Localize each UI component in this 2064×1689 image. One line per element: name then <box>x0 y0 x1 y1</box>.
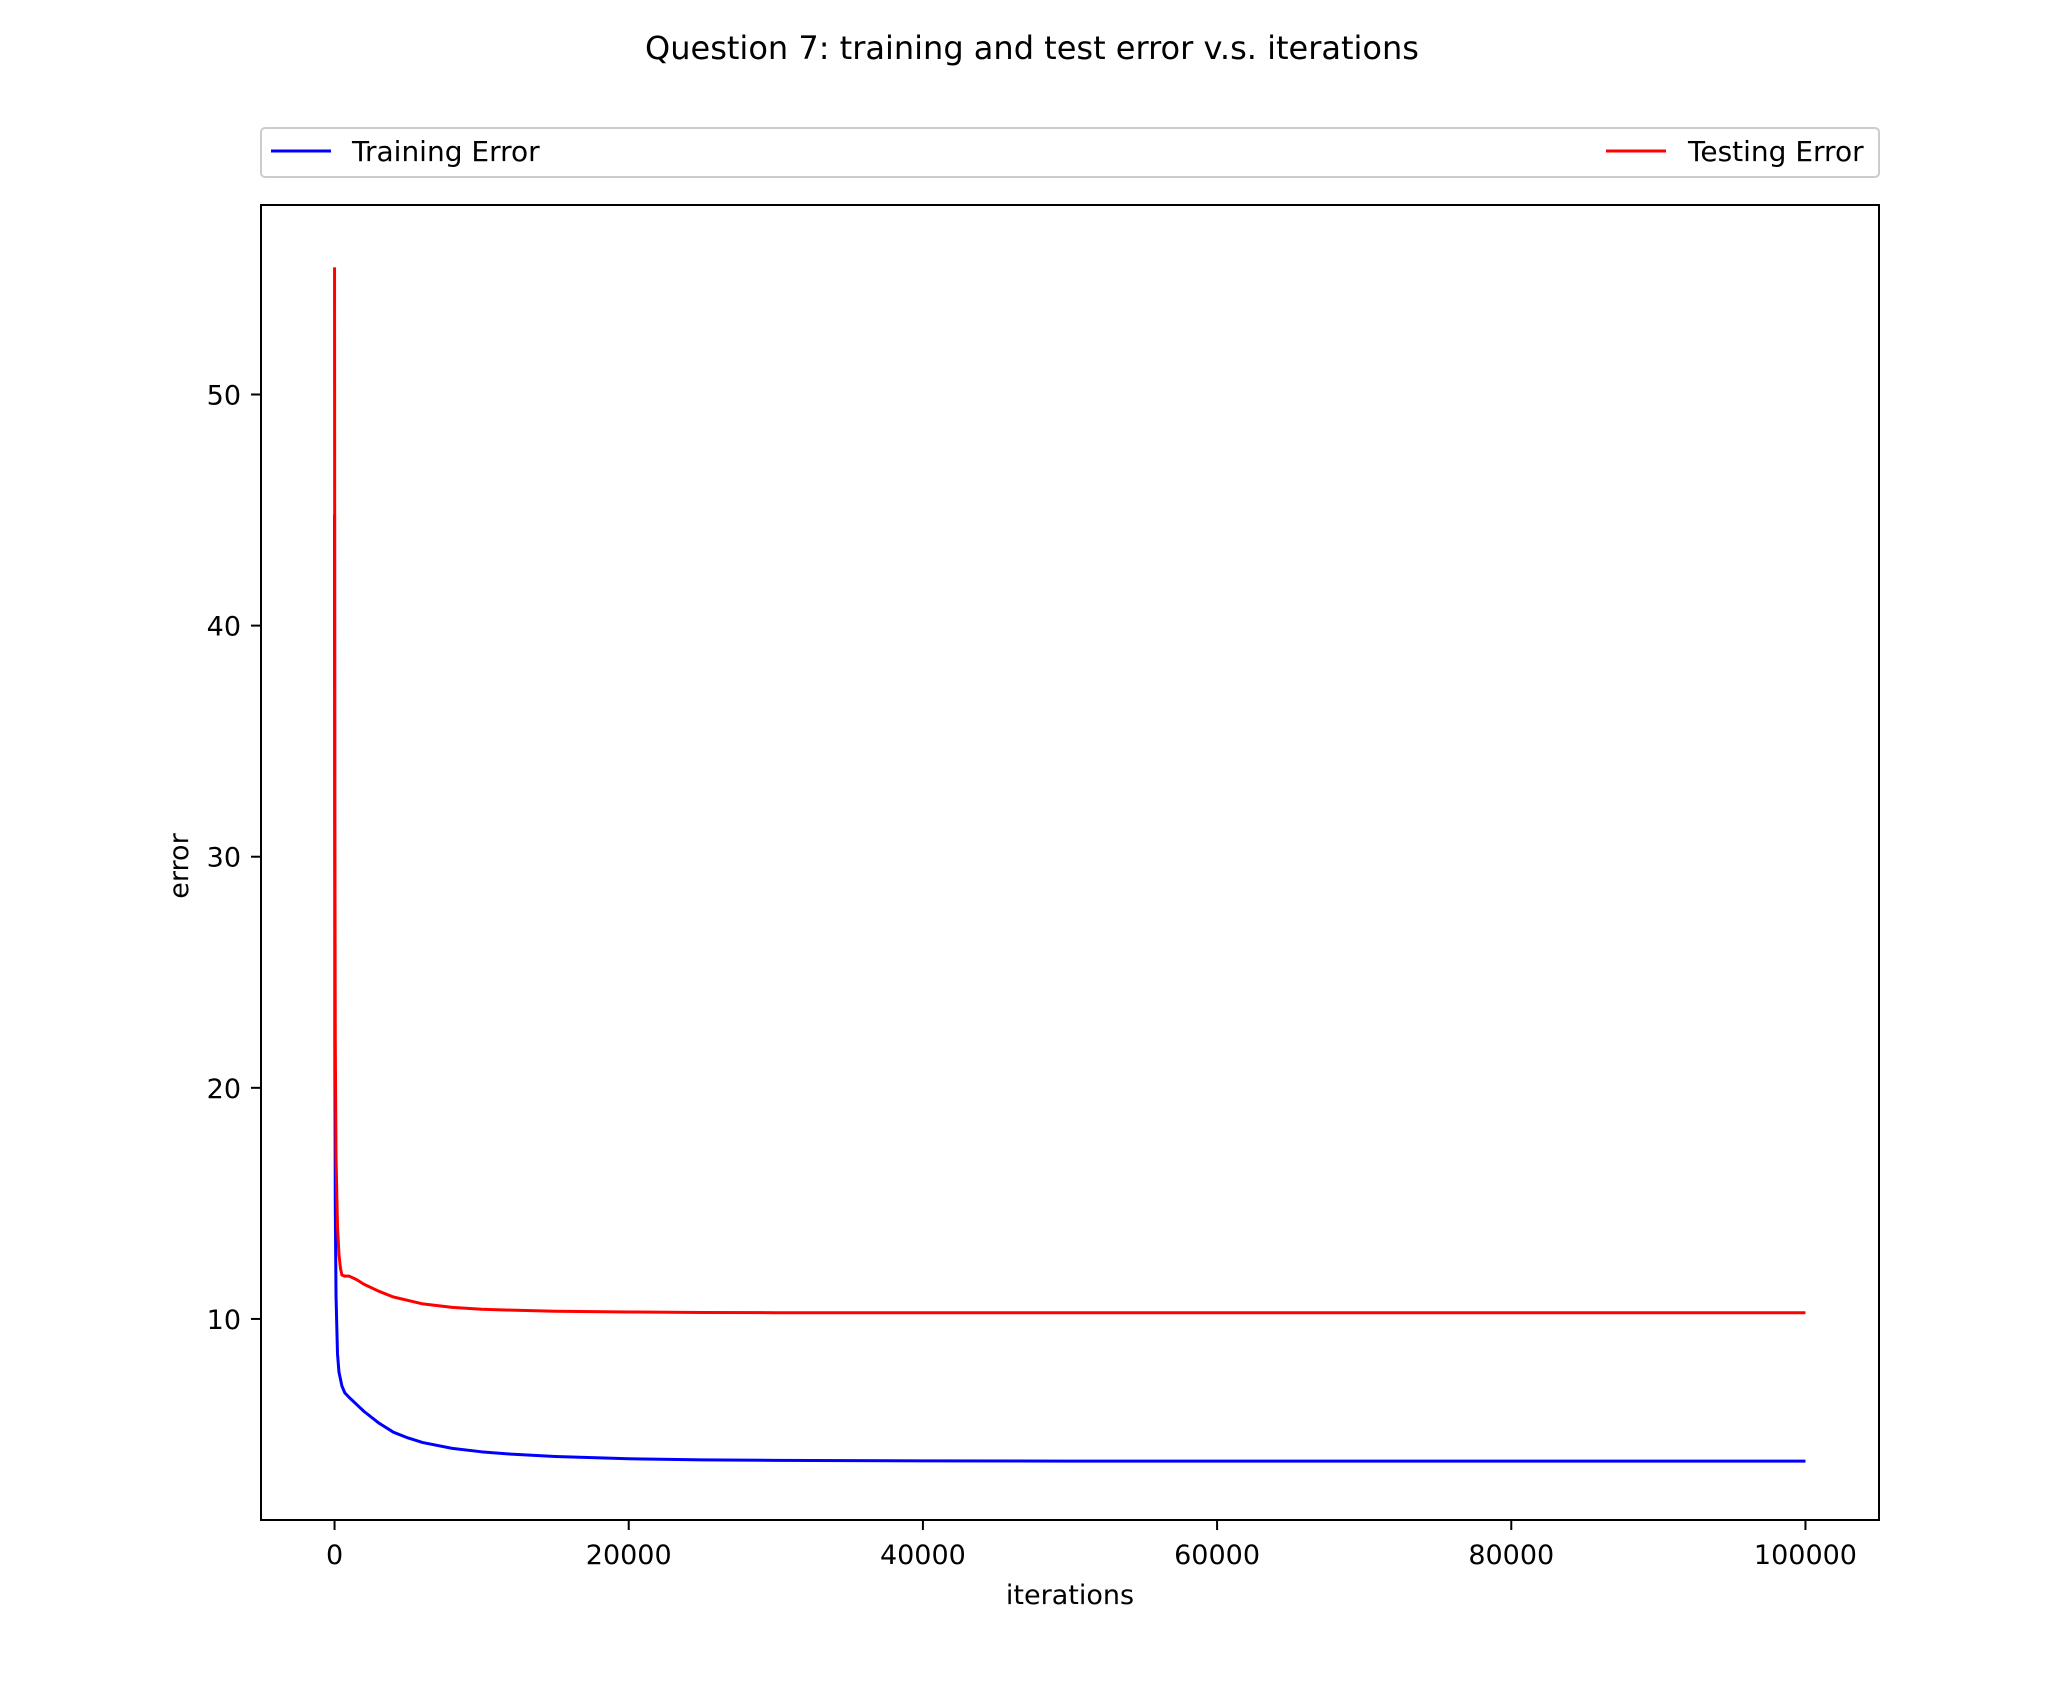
legend: Training Error Testing Error <box>260 127 1880 178</box>
plot-frame <box>260 204 1880 1521</box>
y-tick-label: 50 <box>207 381 241 412</box>
x-tick-label: 80000 <box>1468 1540 1554 1571</box>
y-tick-label: 40 <box>207 612 241 643</box>
legend-label-training-error: Training Error <box>351 135 540 168</box>
series-layer <box>333 267 1806 1463</box>
x-tick-label: 100000 <box>1754 1540 1857 1571</box>
x-tick-label: 40000 <box>880 1540 966 1571</box>
x-tick-label: 60000 <box>1174 1540 1260 1571</box>
x-tick-label: 0 <box>326 1540 343 1571</box>
y-tick-label: 20 <box>207 1074 241 1105</box>
x-tick-label: 20000 <box>586 1540 672 1571</box>
series-line-training-error <box>333 514 1806 1463</box>
y-tick-label: 30 <box>207 843 241 874</box>
plot-area <box>261 205 1879 1520</box>
legend-frame <box>260 127 1880 178</box>
chart-title: Question 7: training and test error v.s.… <box>645 29 1419 67</box>
x-axis-label: iterations <box>1006 1580 1134 1611</box>
y-axis-label: error <box>164 832 195 898</box>
legend-label-testing-error: Testing Error <box>1687 135 1864 168</box>
series-line-testing-error <box>333 267 1806 1315</box>
x-axis-ticks: 0 20000 40000 60000 80000 100000 <box>326 1520 1857 1571</box>
y-axis-ticks: 10 20 30 40 50 <box>207 381 261 1336</box>
y-tick-label: 10 <box>207 1305 241 1336</box>
